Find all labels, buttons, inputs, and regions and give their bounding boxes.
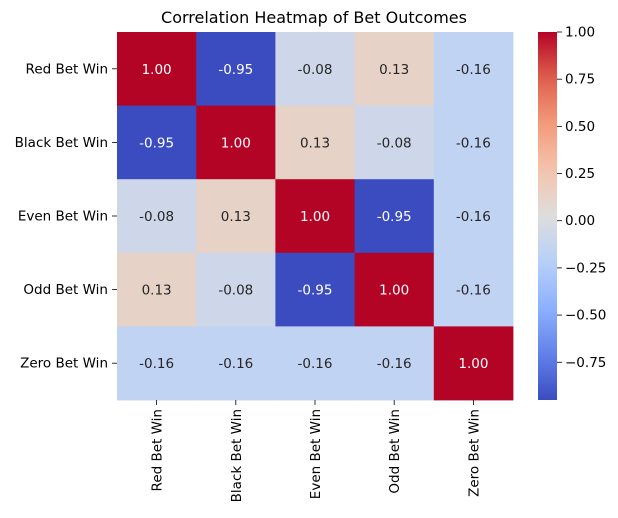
row-label: Odd Bet Win xyxy=(23,282,108,298)
column-label: Red Bet Win xyxy=(150,409,166,491)
cell-value-label: -0.08 xyxy=(218,283,253,299)
heatmap-cell xyxy=(433,105,514,180)
heatmap-cell xyxy=(117,252,197,327)
cell-value-label: -0.95 xyxy=(139,135,174,151)
colorbar-tick-label: 0.75 xyxy=(565,72,595,88)
cell-value-label: 1.00 xyxy=(379,283,409,299)
cell-value-label: -0.16 xyxy=(456,209,491,225)
cell-value-label: -0.16 xyxy=(456,62,491,78)
cell-value-label: 0.13 xyxy=(379,62,409,78)
cell-value-label: -0.95 xyxy=(298,283,333,299)
heatmap-cell xyxy=(196,179,276,254)
heatmap-cell xyxy=(433,179,514,254)
cell-value-label: 1.00 xyxy=(142,62,172,78)
cell-value-label: 0.13 xyxy=(300,135,330,151)
cell-value-label: 1.00 xyxy=(300,209,330,225)
heatmap-cell xyxy=(117,32,197,106)
heatmap-cell xyxy=(275,252,355,327)
cell-value-label: 0.13 xyxy=(142,283,172,299)
heatmap-cell xyxy=(196,105,276,180)
cell-value-label: -0.95 xyxy=(218,62,253,78)
colorbar-tick-label: −0.50 xyxy=(565,308,606,324)
heatmap-cell xyxy=(117,326,197,401)
cell-value-label: -0.16 xyxy=(218,356,253,372)
row-label: Zero Bet Win xyxy=(20,356,108,372)
row-labels: Red Bet Win Black Bet Win Even Bet Win Odd … xyxy=(15,61,117,372)
heatmap-cell xyxy=(433,32,514,106)
colorbar-tick-label: −0.75 xyxy=(565,355,606,371)
heatmap-cell xyxy=(275,326,355,401)
heatmap-cell xyxy=(354,326,435,401)
column-label: Even Bet Win xyxy=(308,409,324,499)
heatmap-cell xyxy=(354,252,435,327)
colorbar-tick-label: 1.00 xyxy=(565,25,595,41)
heatmap-cell xyxy=(354,179,435,254)
heatmap-cell xyxy=(275,179,355,254)
heatmap-cell xyxy=(354,32,435,106)
heatmap-cell xyxy=(196,32,276,106)
heatmap-cell xyxy=(275,32,355,106)
heatmap-cell xyxy=(354,105,435,180)
row-label: Even Bet Win xyxy=(18,209,108,225)
cell-value-label: -0.16 xyxy=(139,356,174,372)
heatmap-cell xyxy=(275,105,355,180)
heatmap-cell xyxy=(433,252,514,327)
row-label: Red Bet Win xyxy=(26,61,108,77)
cell-value-label: -0.08 xyxy=(377,135,412,151)
cell-value-label: -0.08 xyxy=(139,209,174,225)
colorbar-tick-label: −0.25 xyxy=(565,260,606,276)
cell-value-label: -0.16 xyxy=(298,356,333,372)
colorbar-tick-label: 0.00 xyxy=(565,213,595,229)
heatmap-cell xyxy=(433,326,514,401)
heatmap-cell xyxy=(196,326,276,401)
colorbar xyxy=(538,32,557,400)
cell-value-label: 1.00 xyxy=(458,356,488,372)
cell-value-label: -0.16 xyxy=(456,135,491,151)
heatmap-cell xyxy=(117,179,197,254)
heatmap-cell xyxy=(196,252,276,327)
cell-value-label: -0.16 xyxy=(377,356,412,372)
column-label: Black Bet Win xyxy=(229,409,245,502)
heatmap-cells: 1.00 -0.95 -0.08 0.13 -0.16 -0.95 1.00 0.13 -0.0… xyxy=(117,32,514,401)
column-labels: Red Bet Win Black Bet Win Even Bet Win Odd … xyxy=(150,400,482,502)
cell-value-label: -0.16 xyxy=(456,283,491,299)
cell-value-label: 1.00 xyxy=(221,135,251,151)
heatmap-cell xyxy=(117,105,197,180)
cell-value-label: -0.08 xyxy=(298,62,333,78)
colorbar-ticks: 1.00 0.75 0.50 0.25 0.00 −0.25 −0.50 −0.75 xyxy=(557,25,606,371)
colorbar-tick-label: 0.25 xyxy=(565,166,595,182)
cell-value-label: 0.13 xyxy=(221,209,251,225)
colorbar-tick-label: 0.50 xyxy=(565,119,595,135)
chart-title: Correlation Heatmap of Bet Outcomes xyxy=(161,8,467,27)
cell-value-label: -0.95 xyxy=(377,209,412,225)
row-label: Black Bet Win xyxy=(15,135,108,151)
column-label: Odd Bet Win xyxy=(387,409,403,494)
column-label: Zero Bet Win xyxy=(466,409,482,497)
